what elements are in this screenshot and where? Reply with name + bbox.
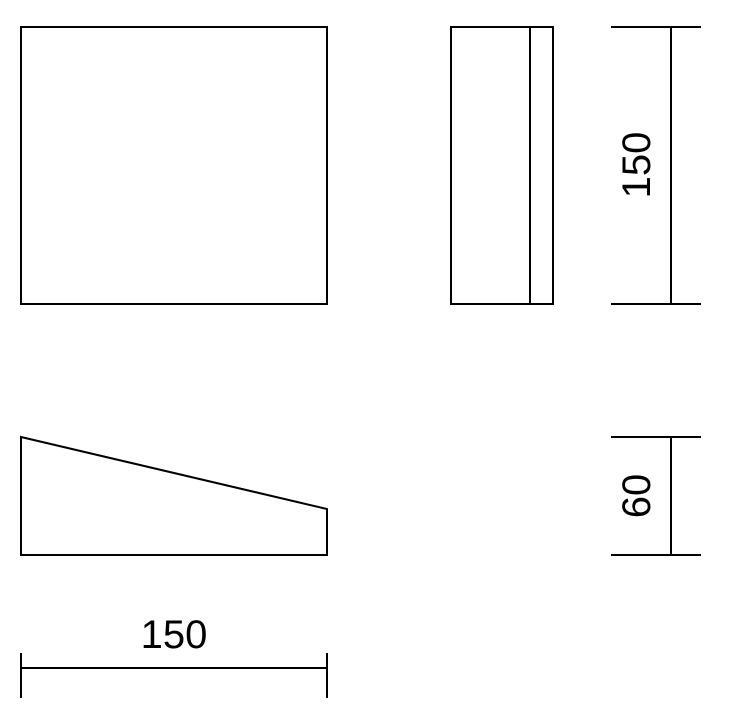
front-view (21, 27, 327, 304)
dimension-height-top-label: 150 (615, 132, 659, 199)
dimension-height-top: 150 (611, 27, 701, 304)
dimension-height-bottom-label: 60 (615, 474, 659, 519)
side-view (451, 27, 553, 304)
dimension-width-label: 150 (141, 613, 208, 657)
wedge-view (21, 437, 327, 555)
drawing-canvas: 150 150 60 (0, 0, 741, 728)
dimension-height-bottom: 60 (611, 437, 701, 555)
dimension-width: 150 (21, 613, 327, 698)
